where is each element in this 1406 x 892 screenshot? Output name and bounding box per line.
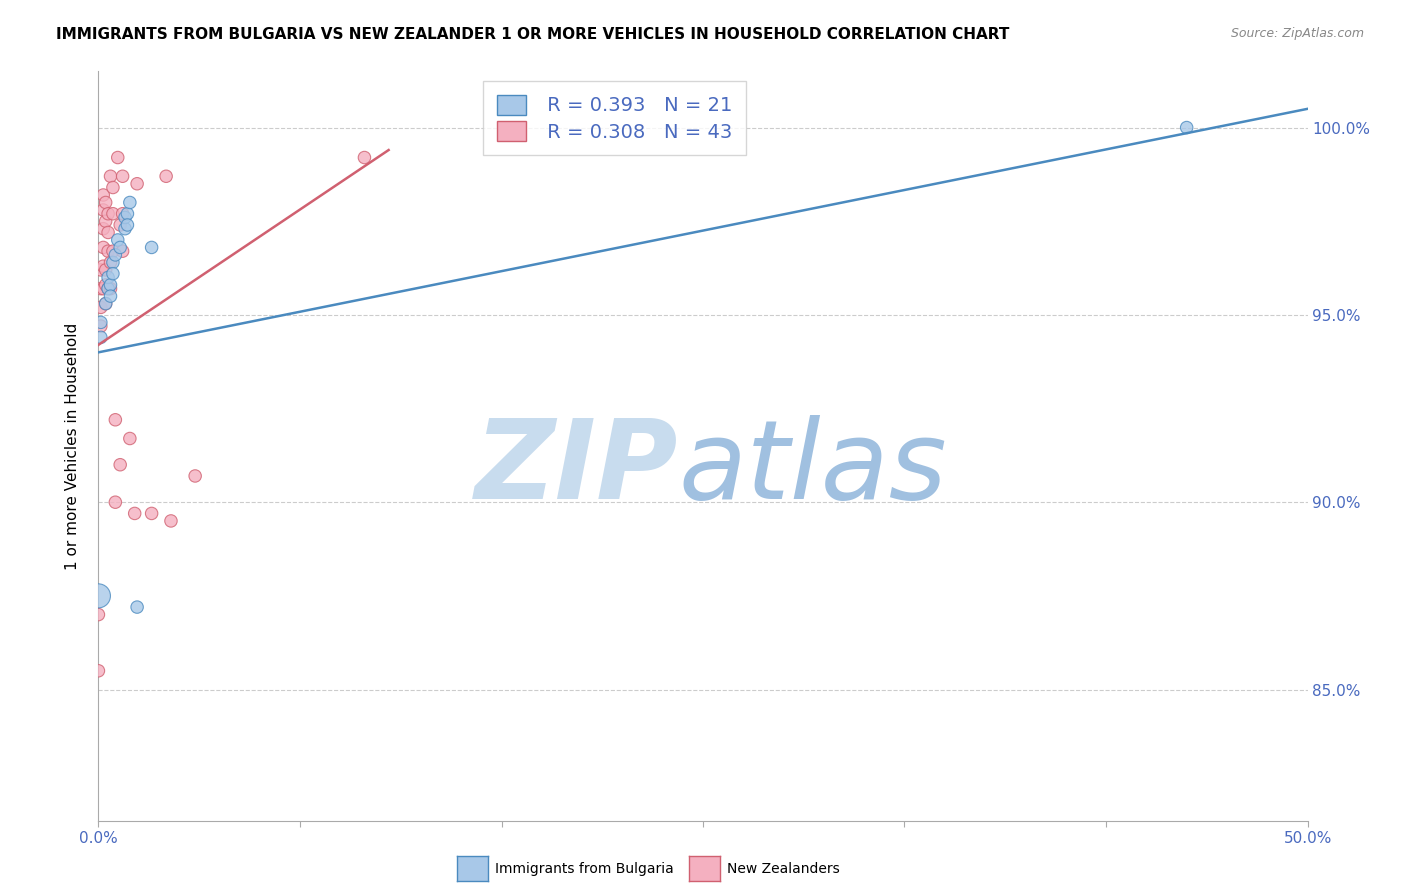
- Point: [94, 296, 117, 310]
- Text: ZIP: ZIP: [475, 415, 679, 522]
- Point: [90, 330, 112, 344]
- Point: [141, 507, 163, 521]
- Point: [107, 151, 129, 165]
- Point: [124, 507, 146, 521]
- Point: [94, 263, 117, 277]
- Point: [87, 589, 110, 603]
- Point: [91, 188, 114, 202]
- Point: [127, 600, 149, 615]
- Point: [90, 301, 112, 315]
- Point: [94, 214, 117, 228]
- Point: [118, 195, 141, 210]
- Point: [90, 263, 112, 277]
- Point: [155, 169, 177, 184]
- Point: [94, 195, 117, 210]
- Point: [97, 207, 120, 221]
- Point: [114, 221, 136, 235]
- Point: [100, 282, 122, 296]
- Y-axis label: 1 or more Vehicles in Household: 1 or more Vehicles in Household: [65, 322, 80, 570]
- Point: [91, 259, 114, 273]
- Point: [108, 218, 131, 232]
- Point: [101, 244, 124, 259]
- Point: [111, 207, 134, 221]
- Point: [100, 277, 122, 292]
- Point: [104, 413, 127, 427]
- Point: [90, 315, 112, 329]
- Legend:  R = 0.393   N = 21,  R = 0.308   N = 43: R = 0.393 N = 21, R = 0.308 N = 43: [484, 81, 747, 155]
- Text: atlas: atlas: [679, 415, 948, 522]
- Text: Immigrants from Bulgaria: Immigrants from Bulgaria: [495, 862, 673, 876]
- Point: [87, 664, 110, 678]
- Text: Source: ZipAtlas.com: Source: ZipAtlas.com: [1230, 27, 1364, 40]
- Point: [117, 218, 139, 232]
- Point: [114, 211, 136, 225]
- Point: [111, 169, 134, 184]
- Point: [104, 495, 127, 509]
- Point: [104, 248, 127, 262]
- Point: [127, 177, 149, 191]
- Point: [87, 607, 110, 622]
- Point: [141, 240, 163, 254]
- Point: [101, 180, 124, 194]
- Point: [100, 169, 122, 184]
- Point: [117, 207, 139, 221]
- Text: New Zealanders: New Zealanders: [727, 862, 839, 876]
- Point: [90, 282, 112, 296]
- Point: [97, 282, 120, 296]
- Point: [101, 255, 124, 269]
- Point: [107, 233, 129, 247]
- Point: [91, 202, 114, 217]
- Point: [101, 207, 124, 221]
- Point: [108, 240, 131, 254]
- Point: [160, 514, 183, 528]
- Point: [97, 244, 120, 259]
- Point: [100, 255, 122, 269]
- Point: [101, 267, 124, 281]
- Point: [100, 289, 122, 303]
- Point: [1175, 120, 1198, 135]
- Point: [90, 319, 112, 334]
- Point: [91, 221, 114, 235]
- Point: [118, 432, 141, 446]
- Text: IMMIGRANTS FROM BULGARIA VS NEW ZEALANDER 1 OR MORE VEHICLES IN HOUSEHOLD CORREL: IMMIGRANTS FROM BULGARIA VS NEW ZEALANDE…: [56, 27, 1010, 42]
- Point: [94, 277, 117, 292]
- Point: [353, 151, 375, 165]
- Point: [184, 469, 207, 483]
- Point: [91, 282, 114, 296]
- Point: [97, 270, 120, 285]
- Point: [94, 296, 117, 310]
- Point: [91, 240, 114, 254]
- Point: [97, 282, 120, 296]
- Point: [108, 458, 131, 472]
- Point: [111, 244, 134, 259]
- Point: [97, 226, 120, 240]
